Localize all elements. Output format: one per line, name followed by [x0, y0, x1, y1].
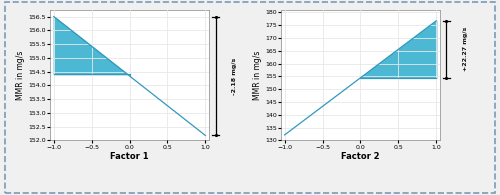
Text: -2.18 mg/s: -2.18 mg/s: [232, 57, 237, 95]
X-axis label: Factor 1: Factor 1: [110, 152, 149, 161]
Y-axis label: MMR in mg/s: MMR in mg/s: [253, 50, 262, 100]
Y-axis label: MMR in mg/s: MMR in mg/s: [16, 50, 26, 100]
X-axis label: Factor 2: Factor 2: [341, 152, 380, 161]
Text: +22.27 mg/s: +22.27 mg/s: [463, 27, 468, 71]
